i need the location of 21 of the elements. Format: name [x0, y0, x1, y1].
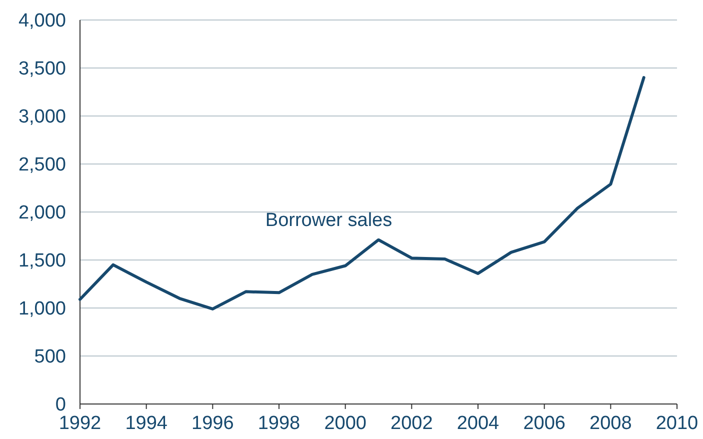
x-tick-label: 1992	[58, 413, 102, 434]
x-tick-label: 1998	[258, 413, 300, 434]
x-tick-label: 1994	[125, 413, 168, 434]
x-tick-label: 1996	[192, 413, 234, 434]
y-tick-label: 3,000	[18, 106, 66, 128]
series-label: Borrower sales	[265, 210, 392, 231]
y-tick-label: 2,500	[18, 154, 66, 176]
x-tick-label: 2006	[523, 413, 566, 434]
line-series	[78, 76, 646, 310]
x-tick-label: 2008	[590, 413, 632, 434]
x-tick-label: 2002	[390, 413, 433, 434]
x-tick-label: 2004	[456, 413, 500, 434]
y-tick-label: 1,000	[18, 298, 66, 320]
y-tick-label: 4,000	[18, 10, 66, 32]
x-tick-label: 2000	[324, 413, 366, 434]
y-tick-label: 2,000	[18, 202, 66, 224]
y-tick-label: 3,500	[18, 58, 66, 80]
y-tick-label: 0	[55, 394, 66, 416]
y-tick-label: 500	[34, 346, 66, 368]
x-tick-label: 2010	[656, 413, 698, 434]
y-tick-label: 1,500	[18, 250, 66, 272]
